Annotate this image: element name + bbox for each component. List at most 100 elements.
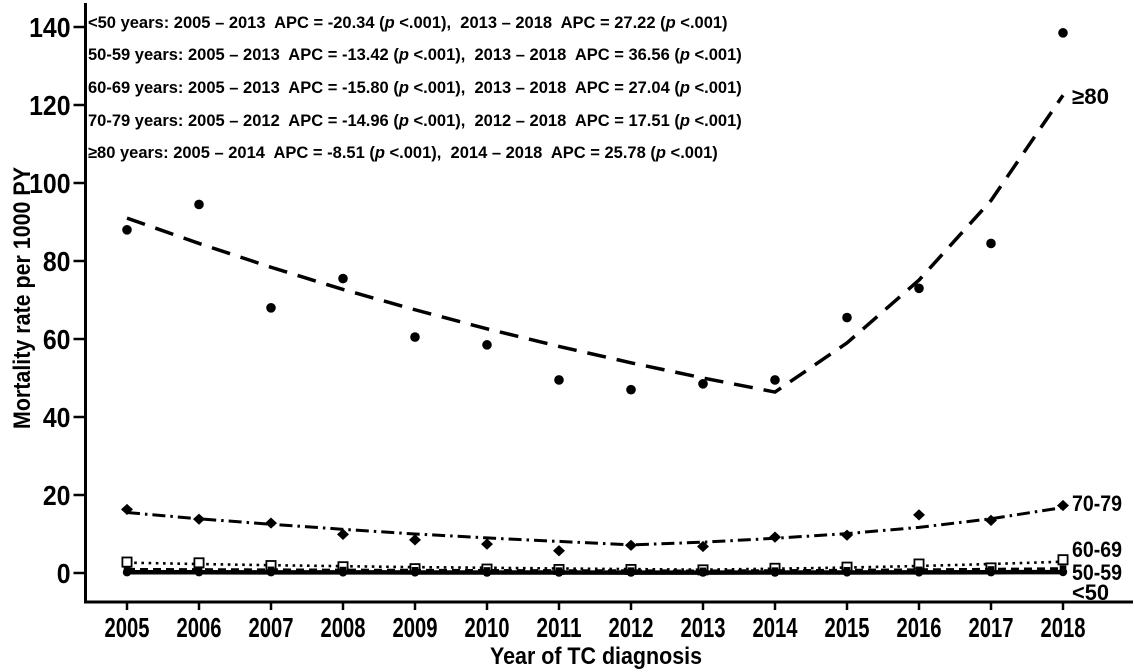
marker-age-70-79-2018: [1057, 499, 1069, 512]
marker-age-60-69-2018: [1057, 554, 1069, 566]
marker-age-70-79-2005: [121, 503, 133, 516]
series-label-age-50-59: 50-59: [1072, 560, 1122, 585]
annotation-p-italic: p: [398, 46, 409, 64]
marker-age-under-50-2017: [986, 568, 996, 577]
y-tick-label-100: 100: [29, 168, 70, 199]
marker-age-under-50-2016: [914, 568, 924, 577]
series-label-age-80-plus: ≥80: [1072, 84, 1109, 109]
fitted-line-age-under-50: [126, 569, 1064, 575]
series-label-age-under-50: <50: [1072, 580, 1109, 605]
marker-age-80-plus-2012: [626, 384, 636, 395]
annotation-text: (: [650, 144, 656, 162]
marker-age-60-69-2005: [121, 556, 133, 568]
x-tick-label-2006: 2006: [177, 612, 222, 643]
annotation-text: 50-59 years: 2005 – 2013 APC = -13.42: [88, 46, 393, 64]
marker-age-under-50-2018: [1058, 567, 1068, 577]
annotation-text: <.001), 2012 – 2018 APC = 17.51: [409, 112, 674, 130]
fitted-line-age-70-79: [126, 505, 1064, 547]
marker-age-80-plus-2007: [266, 303, 276, 313]
x-tick-label-2010: 2010: [465, 612, 510, 643]
marker-age-70-79-2008: [337, 528, 349, 540]
marker-age-under-50-2005: [122, 568, 132, 577]
x-tick-label-2005: 2005: [105, 612, 150, 643]
marker-age-80-plus-2011: [554, 375, 564, 385]
marker-age-70-79-2012: [625, 539, 637, 551]
x-tick-label-2017: 2017: [969, 612, 1014, 643]
annotation-line-4: 70-79 years: 2005 – 2012 APC = -14.96 (p…: [88, 112, 742, 130]
annotation-text: (: [674, 79, 680, 97]
marker-age-80-plus-2015: [842, 312, 852, 323]
marker-age-70-79-2014: [769, 531, 781, 543]
annotation-text: <.001): [676, 14, 728, 32]
annotation-text: (: [674, 112, 680, 130]
marker-age-under-50-2015: [842, 568, 852, 577]
annotation-line-3: 60-69 years: 2005 – 2013 APC = -15.80 (p…: [88, 79, 742, 97]
marker-age-80-plus-2013: [698, 379, 708, 389]
x-axis-title: Year of TC diagnosis: [490, 643, 702, 670]
y-tick-label-40: 40: [43, 402, 71, 433]
marker-age-80-plus-2018: [1058, 28, 1068, 38]
y-axis-title: Mortality rate per 1000 PY: [9, 167, 36, 429]
x-tick-label-2009: 2009: [393, 612, 438, 643]
marker-age-under-50-2009: [410, 568, 420, 577]
annotation-text: <.001): [690, 46, 742, 64]
annotation-text: <.001), 2014 – 2018 APC = 25.78: [385, 144, 650, 162]
annotation-line-1: <50 years: 2005 – 2013 APC = -20.34 ( p <…: [88, 14, 728, 32]
annotation-text: <.001), 2013 – 2018 APC = 27.04: [409, 79, 674, 97]
marker-age-70-79-2009: [409, 534, 421, 546]
x-tick-label-2008: 2008: [321, 612, 366, 643]
annotation-text: <50 years: 2005 – 2013 APC = -20.34: [88, 14, 379, 32]
series-label-age-70-79: 70-79: [1072, 491, 1122, 516]
y-tick-label-120: 120: [29, 90, 70, 121]
x-tick-label-2013: 2013: [681, 612, 726, 643]
marker-age-under-50-2012: [626, 568, 636, 577]
marker-age-80-plus-2009: [410, 332, 420, 342]
annotation-text: <.001): [690, 112, 742, 130]
annotation-text: (: [393, 46, 399, 64]
marker-age-80-plus-2016: [914, 283, 924, 294]
marker-age-80-plus-2005: [122, 225, 132, 235]
marker-age-70-79-2010: [481, 538, 493, 550]
marker-age-60-69-2006: [193, 557, 205, 569]
annotation-text: <.001), 2013 – 2018 APC = 27.22: [395, 14, 660, 32]
annotation-line-5: ≥80 years: 2005 – 2014 APC = -8.51 (p <.…: [88, 144, 718, 162]
y-tick-label-20: 20: [43, 480, 71, 511]
marker-age-80-plus-2010: [482, 340, 492, 350]
marker-age-70-79-2016: [913, 509, 925, 521]
annotation-p-italic: p: [398, 79, 409, 97]
annotation-p-italic: p: [679, 112, 690, 130]
annotation-text: <.001): [690, 79, 742, 97]
x-tick-label-2018: 2018: [1041, 612, 1086, 643]
marker-age-under-50-2011: [554, 568, 564, 577]
y-tick-label-0: 0: [57, 558, 71, 589]
x-tick-label-2012: 2012: [609, 612, 654, 643]
y-tick-label-60: 60: [43, 324, 71, 355]
marker-age-80-plus-2006: [194, 199, 204, 210]
marker-age-70-79-2006: [193, 513, 205, 525]
annotation-p-italic: p: [374, 144, 385, 162]
annotation-text: 70-79 years: 2005 – 2012 APC = -14.96: [88, 112, 393, 130]
marker-age-under-50-2007: [266, 568, 276, 577]
y-tick-label-80: 80: [43, 246, 71, 277]
annotation-text: <.001): [666, 144, 718, 162]
annotation-p-italic: p: [398, 112, 409, 130]
marker-age-70-79-2017: [985, 514, 997, 526]
annotation-text: (: [660, 14, 666, 32]
annotation-p-italic: p: [655, 144, 666, 162]
annotation-text: ≥80 years: 2005 – 2014 APC = -8.51: [88, 144, 369, 162]
series-label-age-60-69: 60-69: [1072, 537, 1122, 562]
fitted-line-age-80-plus: [126, 94, 1065, 394]
annotation-line-2: 50-59 years: 2005 – 2013 APC = -13.42 (p…: [88, 46, 742, 64]
marker-age-under-50-2008: [338, 568, 348, 577]
annotation-text: <.001), 2013 – 2018 APC = 36.56: [409, 46, 674, 64]
marker-age-80-plus-2014: [770, 375, 780, 385]
annotation-text: 60-69 years: 2005 – 2013 APC = -15.80: [88, 79, 393, 97]
annotation-p-italic: p: [384, 14, 395, 32]
y-tick-label-140: 140: [29, 12, 70, 43]
annotation-p-italic: p: [679, 79, 690, 97]
marker-age-under-50-2006: [194, 568, 204, 577]
marker-age-under-50-2014: [770, 568, 780, 577]
marker-age-70-79-2007: [265, 517, 277, 529]
